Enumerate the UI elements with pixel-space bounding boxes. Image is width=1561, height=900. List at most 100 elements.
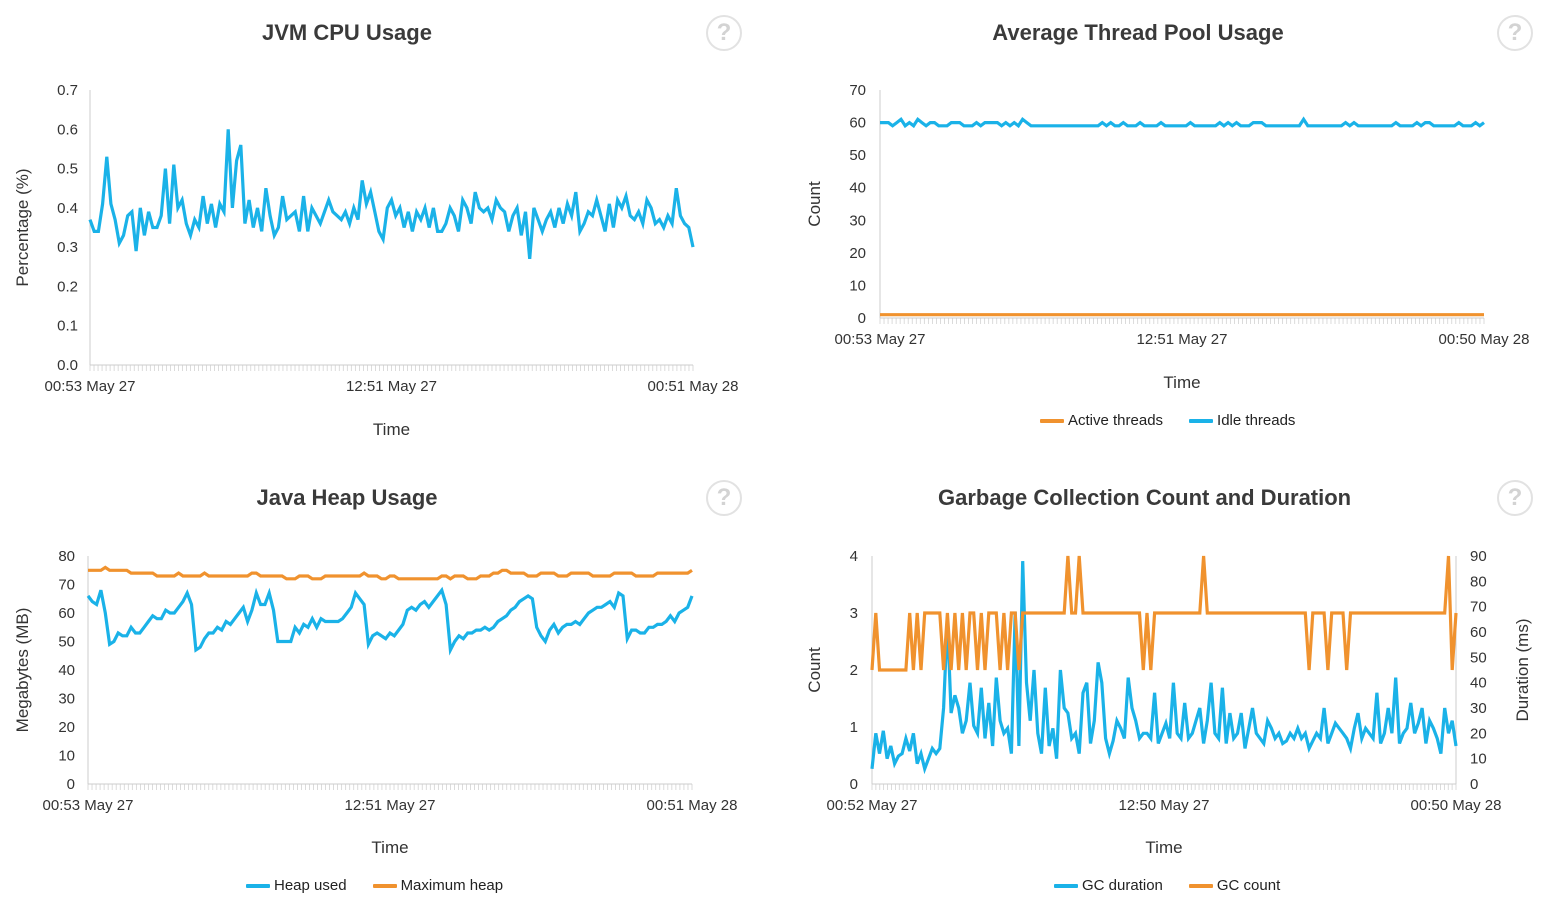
y-tick-label: 50 [849,147,866,164]
y-right-axis-title: Duration (ms) [1513,619,1532,722]
y-right-tick-label: 20 [1470,725,1487,742]
legend-swatch-blue [246,883,270,888]
x-tick-label: 12:51 May 27 [1137,331,1228,348]
legend-item-heap-used[interactable]: Heap used [246,877,347,894]
y-tick-label: 20 [849,245,866,262]
y-tick-label: 1 [850,719,858,736]
y-right-tick-label: 40 [1470,675,1487,692]
y-axis-title: Megabytes (MB) [13,608,32,733]
legend-item-gc-duration[interactable]: GC duration [1054,877,1163,894]
y-tick-label: 40 [58,662,75,679]
legend-item-maximum-heap[interactable]: Maximum heap [372,877,504,894]
y-tick-label: 2 [850,662,858,679]
y-right-tick-label: 10 [1470,751,1487,768]
question-mark-icon: ? [1507,484,1523,511]
y-right-tick-label: 0 [1470,776,1478,793]
x-tick-label: 12:50 May 27 [1119,797,1210,814]
y-tick-label: 0.2 [57,278,78,295]
y-axis-title: Percentage (%) [13,168,32,286]
help-button[interactable]: ? [1497,480,1533,516]
y-tick-label: 0 [850,776,858,793]
legend-item-active-threads[interactable]: Active threads [1040,412,1163,429]
y-tick-label: 60 [849,115,866,132]
thread-pool-chart: 0 10 20 30 40 50 60 70 Count 00:53 May 27 12:51 Ma… [805,82,1530,392]
y-tick-label: 30 [58,691,75,708]
legend: GC duration GC count [1054,877,1280,894]
y-tick-label: 70 [849,82,866,99]
y-tick-label: 40 [849,180,866,197]
chart-title: JVM CPU Usage [262,20,432,45]
y-tick-label: 0.5 [57,161,78,178]
heap-panel: Java Heap Usage ? 0 10 20 30 40 50 60 70 80 Megab… [0,465,780,900]
series-line-jvm-cpu [88,129,695,260]
x-tick-label: 00:53 May 27 [45,378,136,395]
help-button[interactable]: ? [706,15,742,51]
x-tick-label: 00:52 May 27 [827,797,918,814]
chart-title: Garbage Collection Count and Duration [938,485,1352,510]
y-right-tick-label: 80 [1470,573,1487,590]
legend-label: Idle threads [1217,412,1296,429]
question-mark-icon: ? [1507,19,1523,46]
help-button[interactable]: ? [706,480,742,516]
question-mark-icon: ? [716,484,732,511]
legend-swatch-blue [1189,418,1214,423]
y-tick-label: 10 [849,277,866,294]
legend-swatch-orange [1188,883,1213,888]
x-tick-label: 00:53 May 27 [835,331,926,348]
y-tick-label: 30 [849,212,866,229]
series-line-gc-count [870,555,1458,672]
x-tick-label: 00:50 May 28 [1439,331,1530,348]
chart-title: Java Heap Usage [256,485,438,510]
y-tick-label: 0.7 [57,82,78,99]
question-mark-icon: ? [716,19,732,46]
series-line-gc-duration [870,561,1458,775]
legend-item-idle-threads[interactable]: Idle threads [1189,412,1295,429]
legend: Active threads Idle threads [1040,412,1295,429]
gc-panel: Garbage Collection Count and Duration ? … [780,465,1561,900]
series-line-idle-threads [880,116,1485,129]
x-tick-label: 12:51 May 27 [346,378,437,395]
y-tick-label: 20 [58,719,75,736]
thread-pool-panel: Average Thread Pool Usage ? 0 10 20 30 40 50 6… [780,0,1561,450]
y-tick-label: 0.1 [57,318,78,335]
y-right-tick-label: 50 [1470,649,1487,666]
y-axis-title: Count [805,647,824,693]
x-tick-label: 00:51 May 28 [648,378,739,395]
x-tick-label: 12:51 May 27 [345,797,436,814]
x-tick-label: 00:53 May 27 [43,797,134,814]
x-axis-title: Time [1163,373,1200,392]
help-button[interactable]: ? [1497,15,1533,51]
legend-label: Maximum heap [400,877,504,894]
y-tick-label: 0 [858,310,866,327]
y-tick-label: 50 [58,634,75,651]
jvm-cpu-chart: 0.0 0.1 0.2 0.3 0.4 0.5 0.6 0.7 Percentage (%) 00… [13,82,739,439]
series-line-heap-used [86,586,694,656]
series-line-maximum-heap [88,565,693,581]
heap-chart: 0 10 20 30 40 50 60 70 80 Megabytes (MB) 00:53 May… [13,548,737,857]
y-tick-label: 3 [850,605,858,622]
legend-label: Heap used [274,877,347,894]
y-tick-label: 60 [58,605,75,622]
y-tick-label: 0 [67,776,75,793]
x-axis-title: Time [1145,838,1182,857]
x-axis-title: Time [373,420,410,439]
y-tick-label: 10 [58,748,75,765]
legend-swatch-blue [1054,883,1078,888]
legend-label: GC count [1216,877,1281,894]
y-tick-label: 0.6 [57,121,78,138]
y-tick-label: 70 [58,577,75,594]
y-tick-label: 0.3 [57,239,78,256]
jvm-cpu-panel: JVM CPU Usage ? 0.0 0.1 0.2 0.3 0.4 0.5 0.6 0.7… [0,0,780,450]
legend-label: GC duration [1082,877,1163,894]
x-tick-label: 00:50 May 28 [1411,797,1502,814]
legend-item-gc-count[interactable]: GC count [1188,877,1281,894]
x-axis-title: Time [371,838,408,857]
y-tick-label: 0.0 [57,357,78,374]
y-right-tick-label: 60 [1470,624,1487,641]
chart-title: Average Thread Pool Usage [992,20,1284,45]
y-tick-label: 0.4 [57,200,78,217]
y-tick-label: 4 [850,548,858,565]
legend-swatch-orange [372,883,397,888]
